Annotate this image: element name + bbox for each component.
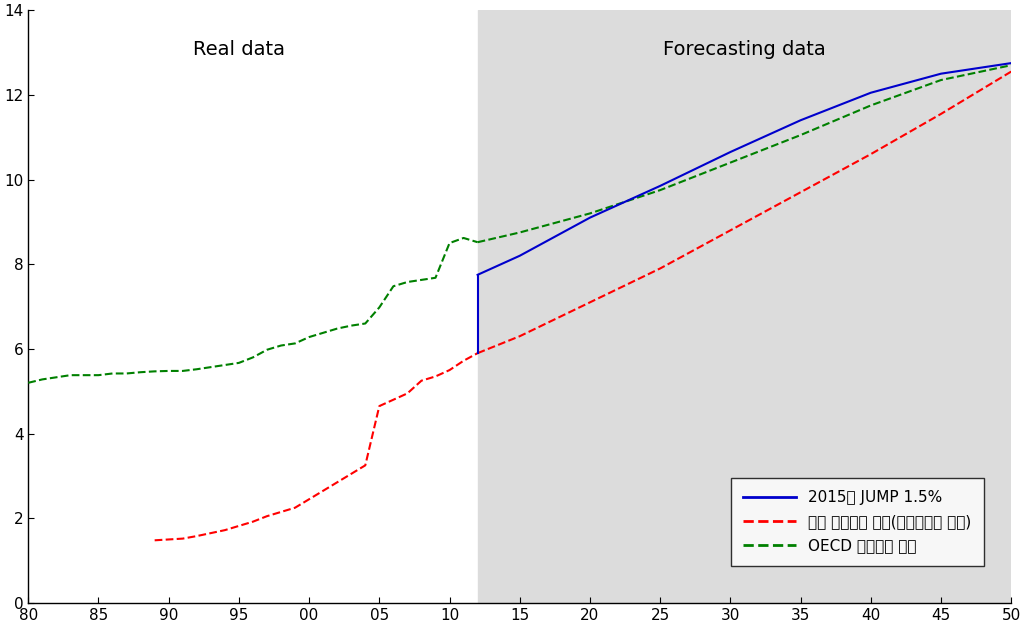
Bar bbox=[478, 10, 1012, 603]
Text: Real data: Real data bbox=[193, 40, 285, 59]
Text: Forecasting data: Forecasting data bbox=[663, 40, 826, 59]
Legend: 2015년 JUMP 1.5%, 한국 사회지출 현물(현재추세로 예측), OECD 사회지출 현물: 2015년 JUMP 1.5%, 한국 사회지출 현물(현재추세로 예측), O… bbox=[731, 478, 984, 566]
